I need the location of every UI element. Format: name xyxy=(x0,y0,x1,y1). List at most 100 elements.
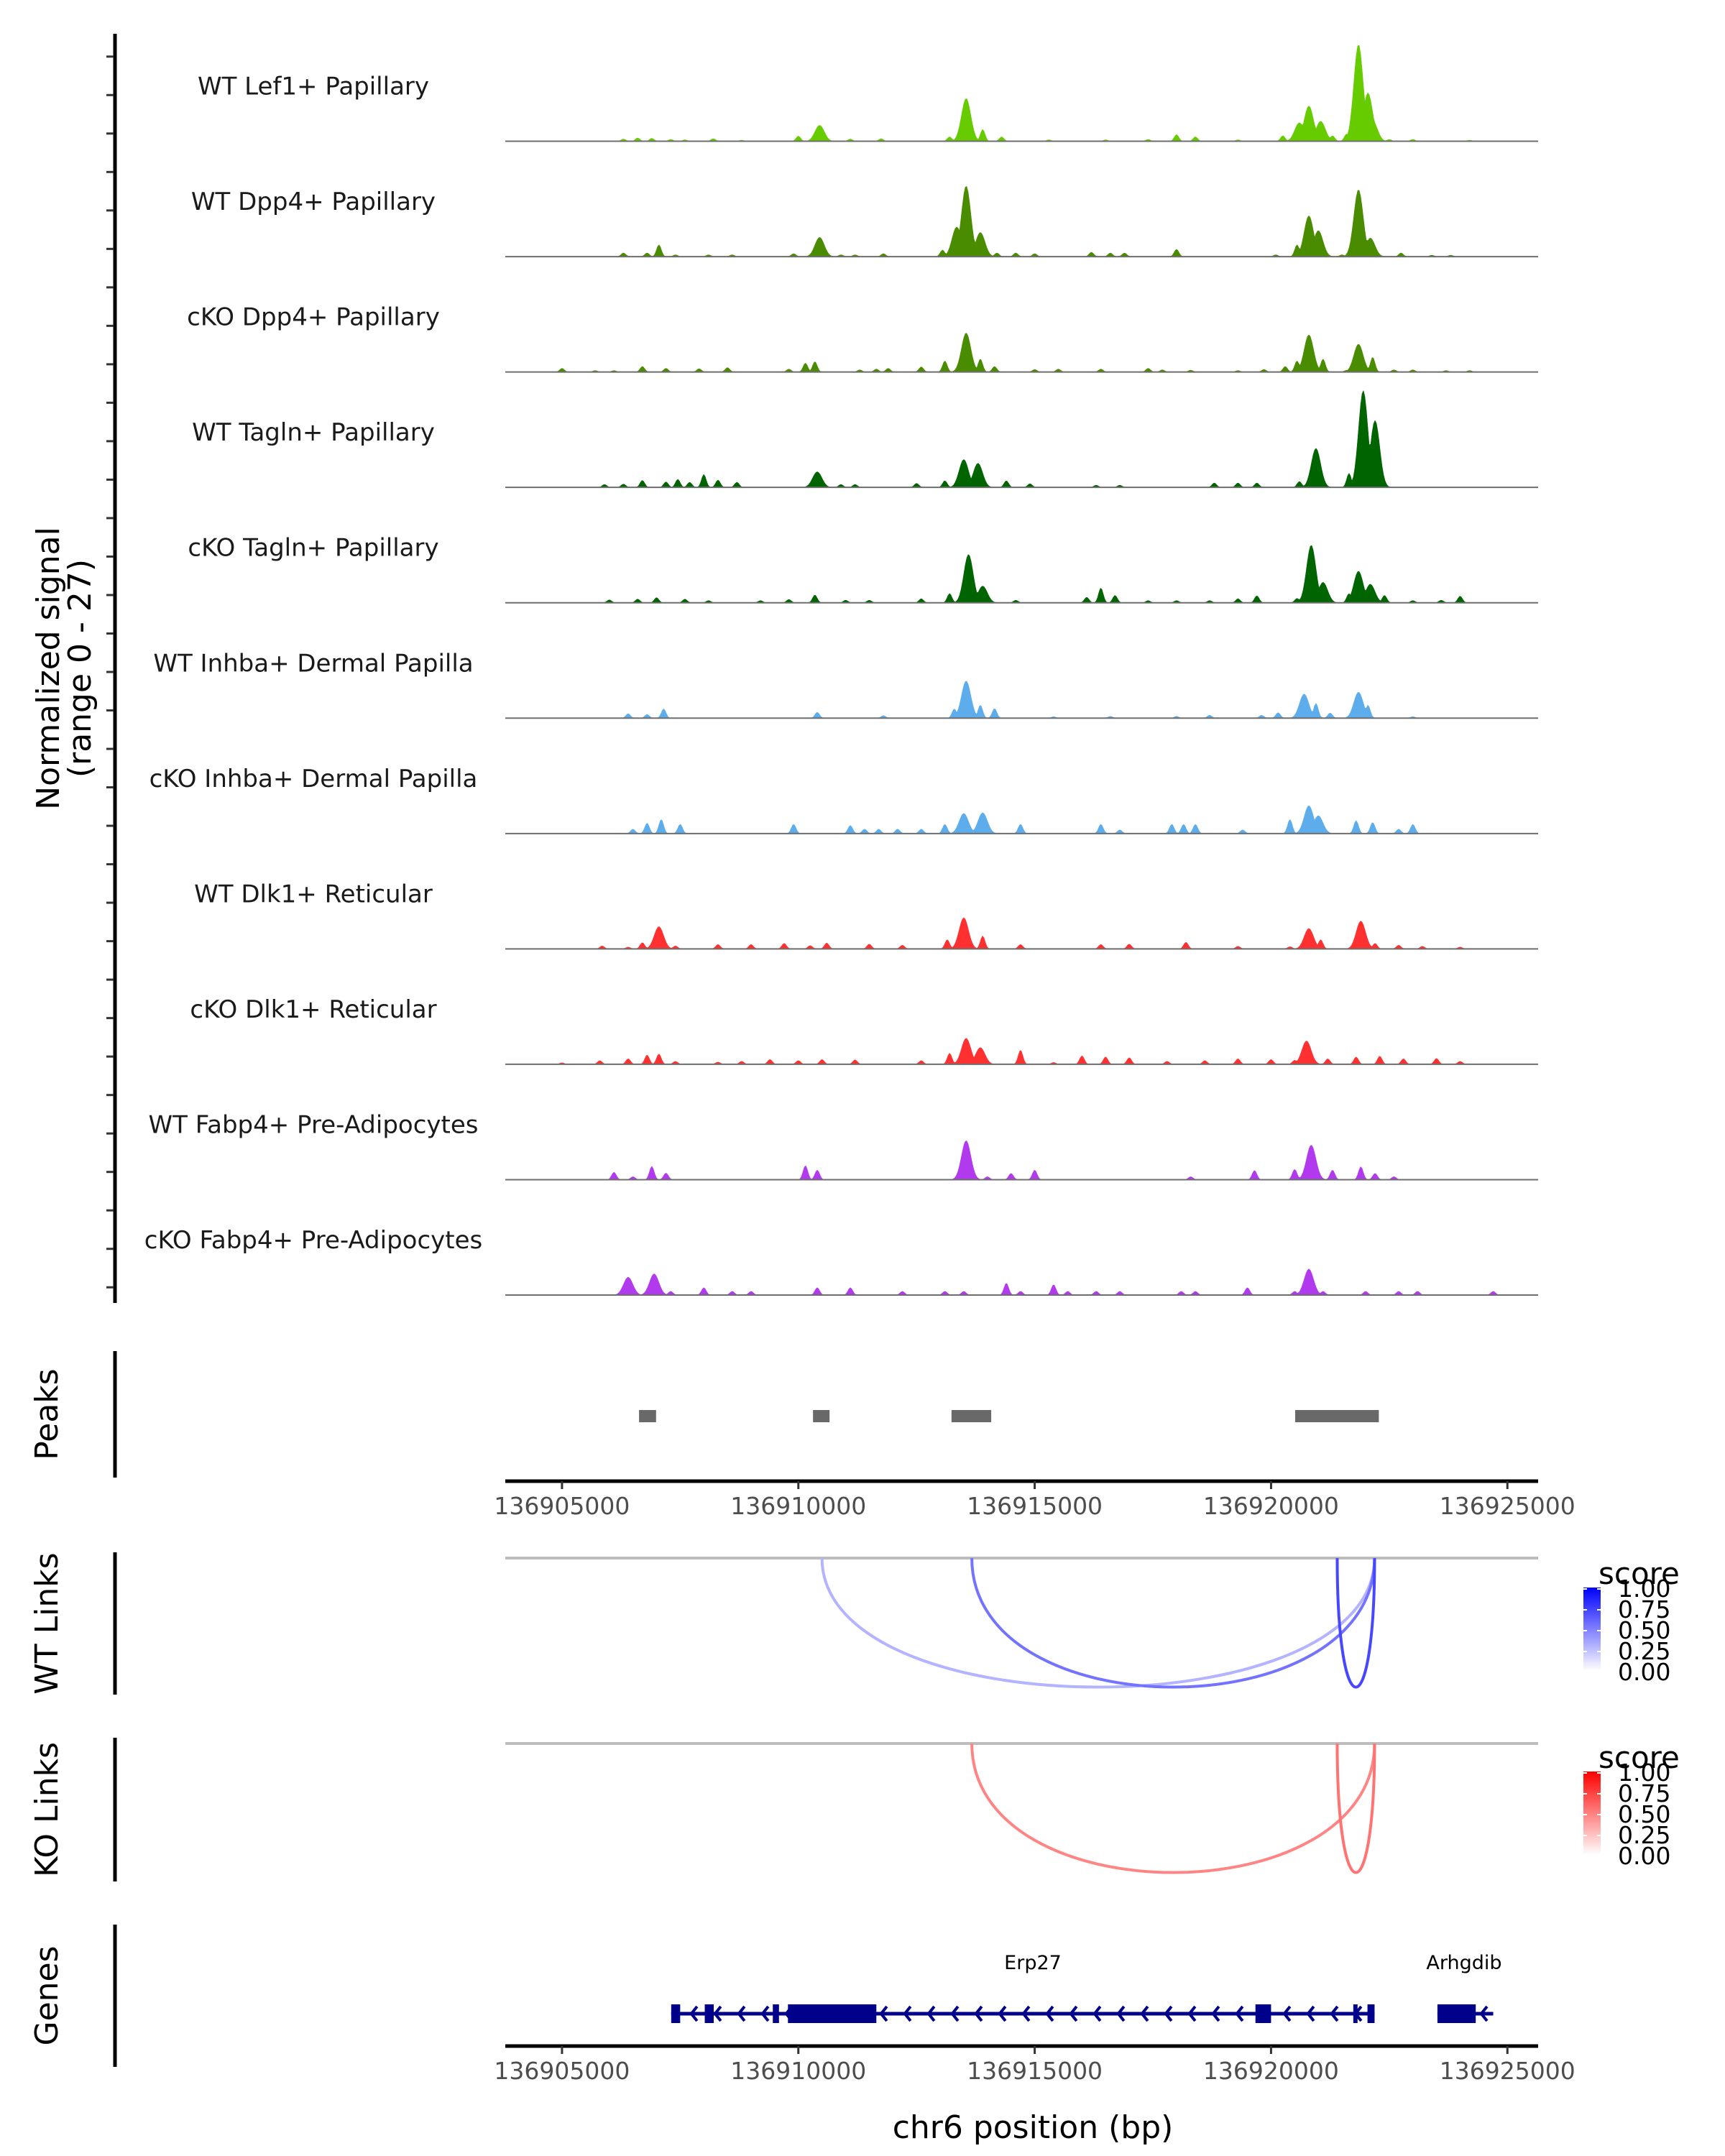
ko-links-legend: score 1.000.750.500.250.00 xyxy=(1583,1740,1680,1870)
coverage-track-label: WT Inhba+ Dermal Papilla xyxy=(153,649,473,678)
x-axis-tick-label: 136920000 xyxy=(1203,1492,1339,1520)
legend-tick-label: 0.00 xyxy=(1618,1658,1670,1686)
strand-arrow-icon xyxy=(950,2005,960,2022)
ko-links-track xyxy=(505,1742,1538,1874)
wt-links-track-label: WT Links xyxy=(29,1552,65,1694)
coverage-area xyxy=(505,805,1501,834)
coverage-area xyxy=(505,1141,1501,1180)
x-axis-tick-label: 136915000 xyxy=(967,1492,1103,1520)
legend-tick-label: 0.25 xyxy=(1618,1821,1670,1849)
gene-model: Arhgdib xyxy=(1426,1952,1502,2023)
coverage-area xyxy=(505,545,1501,603)
strand-arrow-icon xyxy=(760,2005,770,2022)
coverage-track-label: WT Dlk1+ Reticular xyxy=(194,880,433,908)
strand-arrow-icon xyxy=(1211,2005,1220,2022)
strand-arrow-icon xyxy=(1045,2005,1054,2022)
coverage-tracks: WT Lef1+ Papillary WT Dpp4+ Papillary cKO … xyxy=(144,45,1538,1296)
legend-tick-label: 0.50 xyxy=(1618,1616,1670,1644)
strand-arrow-icon xyxy=(1140,2005,1149,2022)
peaks-track-label: Peaks xyxy=(29,1368,65,1460)
strand-arrow-icon xyxy=(1330,2005,1339,2022)
coverage-area xyxy=(505,1038,1501,1065)
peak-region xyxy=(951,1410,992,1422)
wt-links-legend: score 1.000.750.500.250.00 xyxy=(1583,1556,1680,1686)
coverage-track: WT Inhba+ Dermal Papilla xyxy=(153,649,1538,719)
x-axis-tick-label: 136920000 xyxy=(1203,2057,1339,2085)
legend-tick-label: 1.00 xyxy=(1618,1759,1670,1787)
coverage-track-label: cKO Fabp4+ Pre-Adipocytes xyxy=(144,1226,483,1255)
strand-arrow-icon xyxy=(1187,2005,1197,2022)
strand-arrow-icon xyxy=(974,2005,983,2022)
coverage-track-label: WT Fabp4+ Pre-Adipocytes xyxy=(149,1110,479,1139)
strand-arrow-icon xyxy=(713,2005,722,2022)
coverage-track-label: WT Dpp4+ Papillary xyxy=(191,188,436,216)
coverage-area xyxy=(505,681,1501,719)
strand-arrow-icon xyxy=(1306,2005,1315,2022)
gene-exon xyxy=(1353,2004,1358,2023)
coverage-track: cKO Fabp4+ Pre-Adipocytes xyxy=(144,1226,1538,1296)
coverage-y-axis-title-line2: (range 0 - 27) xyxy=(62,559,98,778)
coverage-area xyxy=(505,390,1501,488)
genes-track-label: Genes xyxy=(29,1945,65,2045)
coverage-track: WT Tagln+ Papillary xyxy=(192,390,1538,489)
coverage-track-label: cKO Tagln+ Papillary xyxy=(188,534,438,563)
coverage-track-label: WT Lef1+ Papillary xyxy=(198,73,429,101)
peaks-track xyxy=(639,1410,1379,1422)
strand-arrow-icon xyxy=(1479,2005,1489,2022)
coverage-track-label: cKO Inhba+ Dermal Papilla xyxy=(150,765,478,793)
gene-model: Erp27 xyxy=(671,1952,1375,2023)
coverage-track: WT Dpp4+ Papillary xyxy=(191,185,1538,258)
gene-exon xyxy=(1255,2004,1271,2023)
coverage-area xyxy=(505,1268,1501,1296)
links-tracks xyxy=(505,1557,1538,1874)
x-axis-tick-label: 136905000 xyxy=(494,2057,630,2085)
x-axis-top: 136905000 136910000 136915000 136920000 1369… xyxy=(494,1479,1576,1520)
link-arc xyxy=(820,1557,1376,1689)
gene-name-label: Erp27 xyxy=(1004,1952,1062,1974)
legend-tick-label: 0.25 xyxy=(1618,1637,1670,1665)
coverage-area xyxy=(505,45,1501,142)
strand-arrow-icon xyxy=(879,2005,888,2022)
ko-legend-ticks: 1.000.750.500.250.00 xyxy=(1583,1759,1670,1870)
x-axis-bottom: 136905000 136910000 136915000 136920000 1369… xyxy=(494,2044,1576,2085)
strand-arrow-icon xyxy=(1092,2005,1102,2022)
x-axis-tick-label: 136915000 xyxy=(967,2057,1103,2085)
gene-exon xyxy=(1367,2004,1375,2023)
coverage-track: WT Fabp4+ Pre-Adipocytes xyxy=(149,1110,1538,1181)
coverage-area xyxy=(505,185,1501,257)
x-axis-tick-label: 136905000 xyxy=(494,1492,630,1520)
link-arc xyxy=(970,1557,1376,1689)
gene-exon xyxy=(704,2004,714,2023)
strand-arrow-icon xyxy=(1282,2005,1292,2022)
peak-region xyxy=(639,1410,656,1422)
strand-arrow-icon xyxy=(1069,2005,1078,2022)
ko-legend-colorbar xyxy=(1583,1772,1601,1855)
x-axis-tick-label: 136910000 xyxy=(730,2057,866,2085)
link-arc xyxy=(1335,1743,1376,1874)
coverage-track-label: cKO Dpp4+ Papillary xyxy=(187,303,440,332)
coverage-track: WT Lef1+ Papillary xyxy=(198,45,1538,142)
wt-legend-ticks: 1.000.750.500.250.00 xyxy=(1583,1575,1670,1686)
wt-links-track xyxy=(505,1557,1538,1689)
strand-arrow-icon xyxy=(926,2005,936,2022)
ko-legend-title: score xyxy=(1598,1740,1680,1775)
x-axis-tick-label: 136925000 xyxy=(1440,1492,1576,1520)
genes-track: Erp27 Arhgdib xyxy=(671,1952,1502,2023)
coverage-area xyxy=(505,917,1501,949)
x-axis-tick-label: 136910000 xyxy=(730,1492,866,1520)
strand-arrow-icon xyxy=(1164,2005,1173,2022)
wt-legend-title: score xyxy=(1598,1556,1680,1591)
coverage-area xyxy=(505,333,1501,372)
legend-tick-label: 0.75 xyxy=(1618,1595,1670,1623)
strand-arrow-icon xyxy=(998,2005,1007,2022)
legend-tick-label: 0.75 xyxy=(1618,1779,1670,1807)
peak-region xyxy=(1294,1410,1379,1422)
gene-exon xyxy=(1437,2004,1476,2023)
gene-name-label: Arhgdib xyxy=(1426,1952,1501,1974)
x-axis-tick-label: 136925000 xyxy=(1440,2057,1576,2085)
strand-arrow-icon xyxy=(1235,2005,1244,2022)
strand-arrow-icon xyxy=(689,2005,699,2022)
ko-links-track-label: KO Links xyxy=(29,1742,65,1877)
coverage-y-axis xyxy=(106,34,117,1303)
legend-tick-label: 0.00 xyxy=(1618,1842,1670,1870)
